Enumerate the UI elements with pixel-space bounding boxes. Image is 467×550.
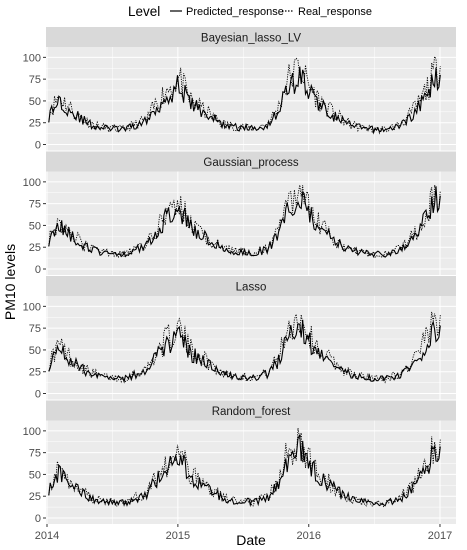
- facet-strip: [46, 151, 456, 172]
- y-axis-title: PM10 levels: [2, 244, 18, 320]
- series-line-predicted-response: [48, 186, 441, 259]
- y-tick-label: 25: [29, 367, 41, 379]
- y-tick-label: 50: [29, 96, 41, 108]
- y-tick-label: 50: [29, 220, 41, 232]
- y-tick-label: 50: [29, 469, 41, 481]
- legend: Level Predicted_response Real_response: [128, 4, 372, 19]
- y-tick-label: 0: [35, 140, 41, 152]
- legend-entry: Predicted_response: [170, 6, 284, 18]
- facet-panels: Bayesian_lasso_LV0255075100Gaussian_proc…: [23, 27, 456, 525]
- y-tick-label: 75: [29, 199, 41, 211]
- y-tick-label: 100: [23, 301, 41, 313]
- facet-strip: [46, 400, 456, 421]
- series-line-predicted-response: [48, 319, 441, 384]
- panel-background: [46, 47, 456, 151]
- legend-entries: Predicted_response Real_response: [170, 6, 372, 18]
- series-line-real-response: [48, 311, 441, 384]
- x-axis-title: Date: [236, 532, 266, 548]
- legend-label: Real_response: [298, 6, 372, 18]
- facet-title: Lasso: [236, 282, 267, 294]
- y-tick-label: 100: [23, 426, 41, 438]
- y-tick-label: 0: [35, 264, 41, 276]
- legend-entry: Real_response: [282, 6, 372, 18]
- y-tick-label: 75: [29, 323, 41, 335]
- y-tick-label: 25: [29, 242, 41, 254]
- y-tick-label: 25: [29, 491, 41, 503]
- panel-background: [46, 171, 456, 275]
- facet-strip: [46, 276, 456, 296]
- y-tick-label: 75: [29, 74, 41, 86]
- series-line-predicted-response: [48, 66, 441, 135]
- series-line-real-response: [48, 428, 441, 508]
- y-tick-label: 100: [23, 52, 41, 64]
- y-tick-label: 0: [35, 389, 41, 401]
- facet-title: Bayesian_lasso_LV: [201, 33, 301, 45]
- facet-panel: Gaussian_process 0 25 50 75 100: [23, 151, 456, 276]
- y-tick-label: 50: [29, 345, 41, 357]
- facet-strip: [46, 27, 456, 47]
- x-tick-label: 2016: [297, 530, 321, 542]
- facet-panel: Random_forest 0 25 50 75 100: [23, 400, 456, 525]
- y-tick-label: 0: [35, 513, 41, 525]
- series-line-real-response: [48, 184, 441, 259]
- x-axis: 2014 2015 2016 2017: [35, 524, 452, 542]
- facet-title: Gaussian_process: [203, 157, 298, 169]
- facet-panel: Bayesian_lasso_LV 0 25 50 75 100: [23, 27, 456, 152]
- series-line-predicted-response: [48, 434, 441, 508]
- y-tick-label: 75: [29, 448, 41, 460]
- facet-panel: Lasso 0 25 50 75 100: [23, 276, 456, 401]
- legend-title: Level: [128, 4, 160, 19]
- y-tick-label: 25: [29, 118, 41, 130]
- legend-label: Predicted_response: [186, 6, 284, 18]
- x-tick-label: 2017: [428, 530, 452, 542]
- panel-background: [46, 296, 456, 400]
- panel-background: [46, 420, 456, 524]
- y-tick-label: 100: [23, 177, 41, 189]
- facet-title: Random_forest: [212, 406, 291, 418]
- x-tick-label: 2015: [166, 530, 190, 542]
- x-tick-label: 2014: [35, 530, 59, 542]
